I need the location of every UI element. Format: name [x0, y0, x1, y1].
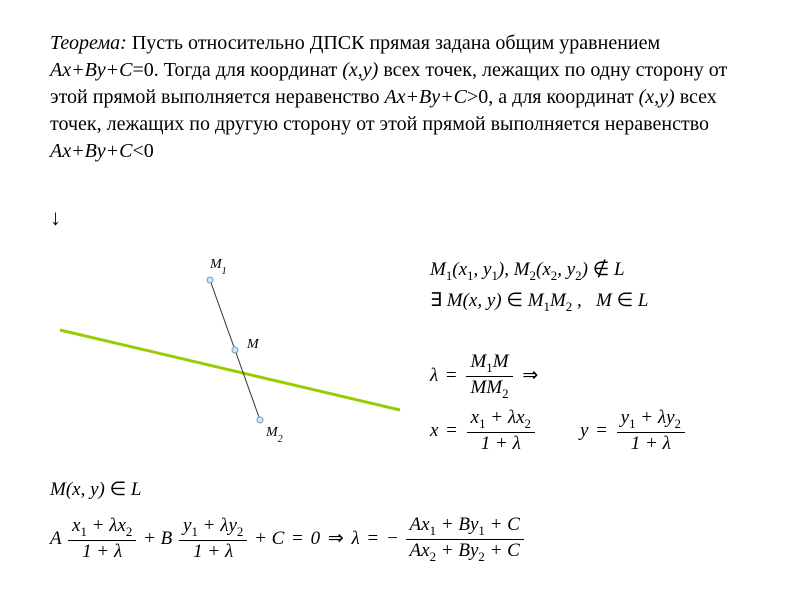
math-y: y = y1 + λy2 1 + λ — [580, 408, 687, 455]
math-final: A x1 + λx2 1 + λ + B y1 + λy2 1 + λ + C … — [50, 515, 790, 564]
math-membership: M1(x1, y1), M2(x2, y2) ∉ L ∃ M(x, y) ∈ M… — [430, 255, 790, 318]
theorem-text: Теорема: Пусть относительно ДПСК прямая … — [50, 30, 760, 165]
point-m2 — [257, 417, 263, 423]
label-m: M — [246, 337, 260, 352]
math-x: x = x1 + λx2 1 + λ — [430, 408, 537, 455]
down-arrow-icon: ↓ — [50, 205, 61, 231]
label-m2: M2 — [265, 425, 283, 445]
label-m1: M1 — [209, 257, 227, 277]
line-L — [60, 330, 400, 410]
point-m — [232, 347, 238, 353]
diagram-svg: M1 M M2 — [50, 240, 410, 450]
math-lambda: λ = M1M MM2 ⇒ — [430, 352, 541, 401]
theorem-label: Теорема: — [50, 32, 127, 54]
diagram: M1 M M2 — [50, 240, 410, 450]
point-m1 — [207, 277, 213, 283]
math-m-in-l: M(x, y) ∈ L — [50, 478, 142, 501]
